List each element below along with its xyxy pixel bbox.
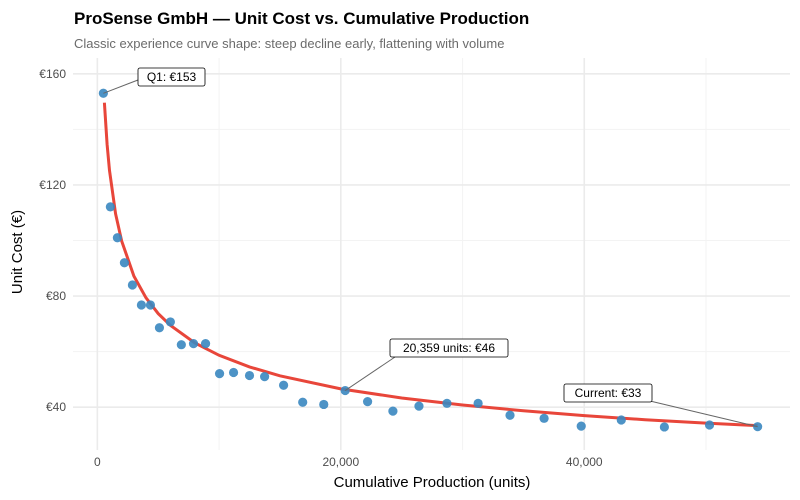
data-point (362, 397, 373, 407)
data-point (442, 398, 452, 408)
y-tick-label: €80 (46, 289, 66, 303)
data-point (200, 338, 211, 349)
y-axis-title: Unit Cost (€) (9, 210, 26, 294)
annotation-label: Current: €33 (575, 386, 642, 400)
data-point (414, 401, 424, 411)
data-point (154, 323, 165, 333)
data-point (214, 369, 225, 379)
chart-title: ProSense GmbH — Unit Cost vs. Cumulative… (74, 9, 529, 28)
data-point (228, 367, 239, 378)
data-points (98, 88, 763, 432)
y-tick-label: €120 (39, 178, 66, 192)
annotation-label: 20,359 units: €46 (403, 341, 495, 355)
annotations: Q1: €153 20,359 units: €46 Current: €33 (103, 67, 758, 428)
data-point (112, 233, 122, 243)
data-point (244, 370, 255, 381)
annotation-leader-line (649, 400, 758, 428)
gridlines (73, 58, 790, 450)
y-axis-ticks: €40 €80 €120 €160 (39, 67, 66, 414)
data-point (145, 300, 156, 310)
annotation-box (563, 383, 653, 403)
data-point (127, 280, 138, 290)
data-point (616, 415, 626, 425)
data-point (505, 410, 515, 420)
x-tick-label: 20,000 (322, 455, 359, 469)
x-tick-label: 0 (94, 455, 101, 469)
annotation-box (137, 67, 206, 87)
data-point (539, 413, 549, 423)
x-axis-ticks: 0 20,000 40,000 (94, 455, 603, 469)
annotation-leader-line (103, 79, 139, 94)
data-point (278, 380, 289, 390)
data-point (659, 422, 669, 432)
chart-subtitle: Classic experience curve shape: steep de… (74, 36, 504, 51)
data-point (576, 421, 586, 431)
x-axis-title: Cumulative Production (units) (334, 474, 531, 491)
data-point (105, 202, 115, 212)
y-tick-label: €160 (39, 67, 66, 81)
data-point (176, 340, 186, 350)
data-point (165, 317, 175, 327)
data-point (319, 399, 329, 410)
fit-curve (102, 102, 758, 428)
data-point (704, 420, 715, 430)
data-point (188, 338, 199, 349)
annotation-label: Q1: €153 (147, 70, 197, 84)
data-point (473, 398, 483, 408)
data-point (136, 300, 147, 310)
annotation-leader-line (344, 356, 396, 391)
x-tick-label: 40,000 (566, 455, 603, 469)
data-point (298, 397, 308, 407)
data-point (260, 372, 270, 382)
annotation-box (389, 338, 509, 358)
y-tick-label: €40 (46, 400, 66, 414)
data-point (119, 258, 129, 268)
data-point (388, 406, 398, 416)
